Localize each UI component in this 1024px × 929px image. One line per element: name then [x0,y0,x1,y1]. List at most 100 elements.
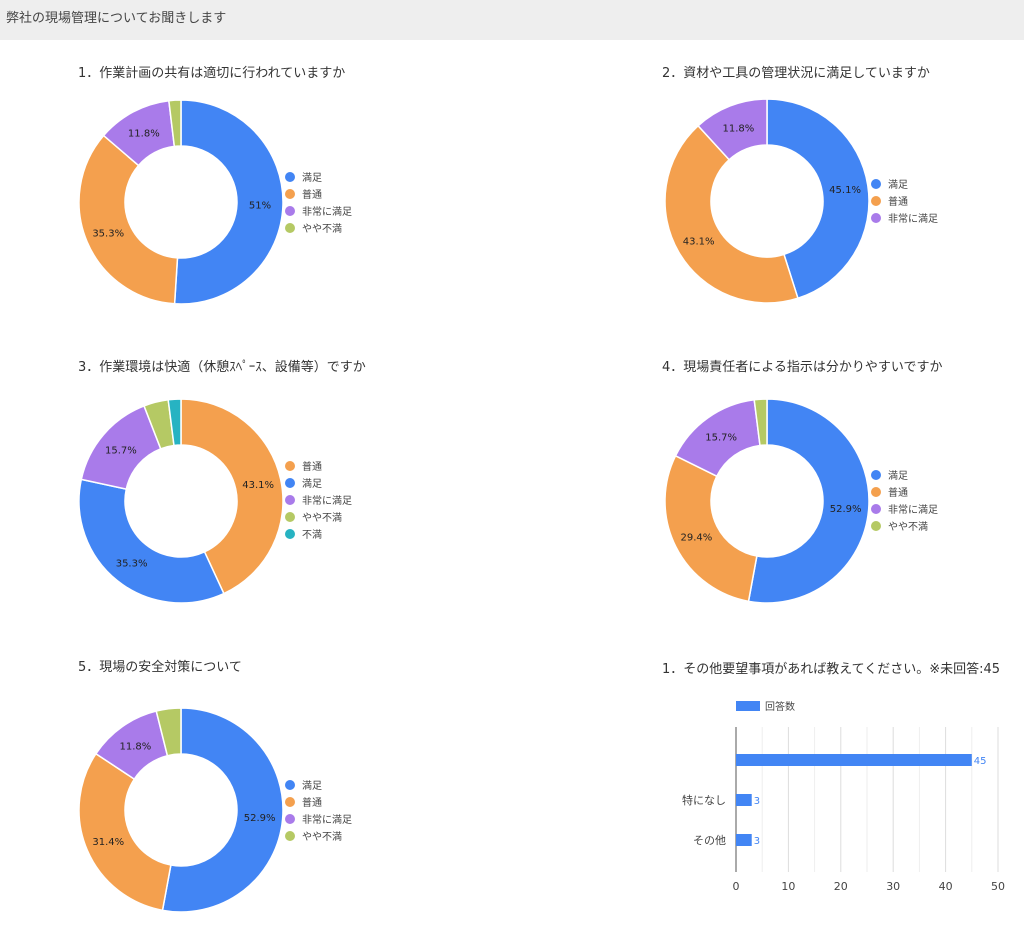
bar-value-label: 3 [754,836,760,847]
legend-swatch-very-satisfied [285,206,295,216]
legend-label-satisfied[interactable]: 満足 [888,470,908,482]
slice-data-label: 35.3% [92,229,124,240]
donut-slice-normal[interactable] [664,124,799,304]
legend-label-very-satisfied[interactable]: 非常に満足 [302,494,352,507]
legend-label-normal[interactable]: 普通 [302,796,322,809]
slice-data-label: 52.9% [244,813,276,824]
bar-chart: 回答数 0 10 20 30 40 50 45 3 特になし 3 その他 [682,700,1005,893]
legend-swatch-satisfied [285,780,295,790]
bar[interactable] [736,794,752,806]
chart-panel-3: 3．作業環境は快適（休憩ｽﾍﾟｰｽ、設備等）ですか 43.1% 35.3% 15.7… [0,340,512,640]
donut-slice-normal[interactable] [180,398,284,595]
legend-swatch-satisfied [871,470,881,480]
donut-slice-normal[interactable] [78,752,172,912]
chart-panel-1: 1．作業計画の共有は適切に行われていますか 51% 35.3% 11.8% 満足普通非… [0,40,512,340]
legend-label-somewhat-dissatisfied[interactable]: やや不満 [302,223,342,235]
legend-label-satisfied[interactable]: 満足 [302,780,322,792]
slice-data-label: 11.8% [128,128,160,139]
legend-swatch-somewhat-dissatisfied [285,223,295,233]
legend-swatch-very-satisfied [285,814,295,824]
legend-swatch-satisfied [871,179,881,189]
legend-swatch-somewhat-dissatisfied [285,512,295,522]
slice-data-label: 15.7% [105,446,137,457]
bar-value-label: 3 [754,796,760,807]
legend-swatch-normal [285,461,295,471]
slice-data-label: 43.1% [242,480,274,491]
donut-slice-very-satisfied[interactable] [697,98,768,161]
legend-swatch-satisfied [285,478,295,488]
x-tick-label: 30 [886,880,900,893]
legend-swatch-very-satisfied [285,495,295,505]
donut-slice-somewhat-dissatisfied[interactable] [155,707,182,757]
x-tick-label: 40 [939,880,953,893]
donut-slice-satisfied[interactable] [173,99,284,305]
legend-label-satisfied[interactable]: 満足 [302,172,322,184]
slice-data-label: 52.9% [830,504,862,515]
y-category-label: その他 [693,834,726,847]
legend-swatch-satisfied [285,172,295,182]
legend-label-somewhat-dissatisfied[interactable]: やや不満 [302,512,342,524]
y-category-label: 特になし [682,793,726,807]
donut-slice-satisfied[interactable] [78,478,225,604]
chart-panel-4: 4．現場責任者による指示は分かりやすいですか 52.9% 29.4% 15.7% 満足… [512,340,1024,640]
legend-label-very-satisfied[interactable]: 非常に満足 [888,503,938,516]
chart-panel-5: 5．現場の安全対策について 52.9% 31.4% 11.8% 満足 普通 非常に満足 やや… [0,640,512,929]
chart-title: 1．その他要望事項があれば教えてください。※未回答:45 [662,662,1001,677]
legend-label-very-satisfied[interactable]: 非常に満足 [302,813,352,826]
legend-label-normal[interactable]: 普通 [302,460,322,473]
legend-label-normal[interactable]: 普通 [888,486,908,499]
legend-swatch-somewhat-dissatisfied [285,831,295,841]
donut-slice-dissatisfied[interactable] [167,398,182,447]
chart-title: 3．作業環境は快適（休憩ｽﾍﾟｰｽ、設備等）ですか [78,360,366,375]
donut-slice-normal[interactable] [78,134,179,305]
legend-label-normal[interactable]: 普通 [302,188,322,201]
slice-data-label: 35.3% [116,559,148,570]
chart-title: 1．作業計画の共有は適切に行われていますか [78,66,346,81]
donut-slice-satisfied[interactable] [747,398,870,604]
chart-title: 4．現場責任者による指示は分かりやすいですか [662,360,943,375]
legend-label-very-satisfied[interactable]: 非常に満足 [888,212,938,225]
slice-data-label: 31.4% [92,837,124,848]
legend-swatch-normal [285,797,295,807]
slice-data-label: 15.7% [705,433,737,444]
slice-data-label: 43.1% [683,237,715,248]
x-tick-label: 10 [781,880,795,893]
legend-label-satisfied[interactable]: 満足 [302,478,322,490]
legend-swatch-very-satisfied [871,504,881,514]
page-title: 弊社の現場管理についてお聞きします [6,11,227,26]
legend-swatch-normal [871,487,881,497]
slice-data-label: 11.8% [722,123,754,134]
legend-swatch-very-satisfied [871,213,881,223]
legend-label-somewhat-dissatisfied[interactable]: やや不満 [302,831,342,843]
legend-label-satisfied[interactable]: 満足 [888,179,908,191]
legend-label-normal[interactable]: 普通 [888,195,908,208]
donut-slice-satisfied[interactable] [161,707,284,913]
slice-data-label: 29.4% [680,532,712,543]
legend-label-responses[interactable]: 回答数 [765,700,795,713]
chart-title: 5．現場の安全対策について [78,660,242,675]
chart-title: 2．資材や工具の管理状況に満足していますか [662,66,930,81]
bar-value-label: 45 [974,756,987,767]
donut-slice-somewhat-dissatisfied[interactable] [753,398,768,447]
page-header: 弊社の現場管理についてお聞きします [0,0,1024,40]
donut-slice-normal[interactable] [664,454,758,603]
donut-slice-satisfied[interactable] [766,98,870,300]
bar[interactable] [736,834,752,846]
slice-data-label: 51% [249,200,271,211]
chart-legend: 回答数 [736,700,795,713]
legend-label-dissatisfied[interactable]: 不満 [302,529,322,541]
slice-data-label: 45.1% [829,185,861,196]
legend-swatch-somewhat-dissatisfied [871,521,881,531]
legend-label-very-satisfied[interactable]: 非常に満足 [302,205,352,218]
bar[interactable] [736,754,972,766]
donut-slice-somewhat-dissatisfied[interactable] [168,99,182,148]
legend-label-somewhat-dissatisfied[interactable]: やや不満 [888,521,928,533]
